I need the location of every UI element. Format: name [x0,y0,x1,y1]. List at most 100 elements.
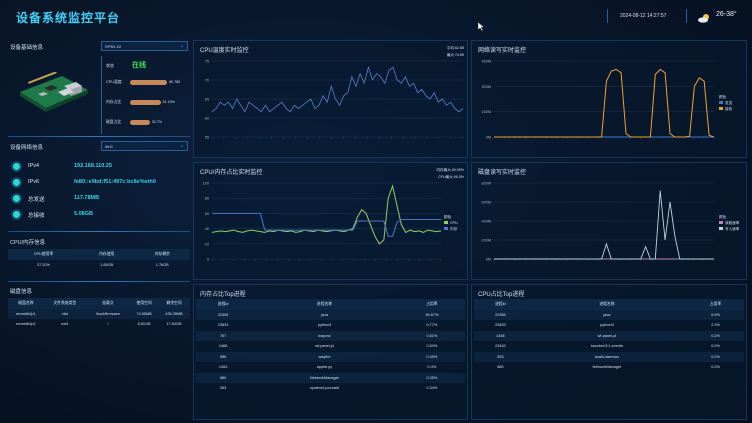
column-header: 占用率 [398,299,465,310]
series-line [212,212,441,237]
table-cell: 1453 [218,365,228,370]
table-cell: 0.35% [398,372,465,383]
legend-title: 颜色 [719,214,727,219]
table-cell: 680 [196,372,251,383]
network-interface-select[interactable]: eth0 ⌄ [101,141,188,151]
panel-title: 网络读写实时监控 [478,48,527,54]
network-value: 117.78MB [74,195,100,201]
table-cell: java [526,309,688,320]
table-cell: 0.61% [398,330,465,341]
y-tick-label: 80 [205,197,209,201]
table-cell: 553 [474,351,527,362]
chart-legend: 内存最大:60.09% [436,167,464,172]
legend-swatch [719,227,723,230]
device-info-title: 设备基础信息 [10,45,44,51]
disk-info-title: 磁盘信息 [10,289,33,295]
panel-title: CPU占比Top进程 [478,292,525,298]
table-row: 553 avahi-daemon 0.2% [474,351,744,362]
panel-title: 内存占比Top进程 [200,292,246,298]
cpu-temp-panel: CPU温度实时监控 75 70 65 60 55 平均:62.88 最大:74.69 [193,40,468,158]
table-row: 23833 python3 0.77% [196,320,465,331]
device-bar-label: 内存占比 [106,100,122,104]
table-cell: 1468 [474,330,527,341]
table-cell: avahi-daemon [526,351,688,362]
table-cell: 22355 [196,309,251,320]
legend-item: 接收 [725,106,733,111]
cpu-top-table: 进程id 进程名称 占用率 22355 java 6.9% 23833 python3 2.3%… [474,299,744,373]
table-row: mmcblk0p1 vfat/boot/firmware 74.65MB 435.35… [8,308,190,319]
status-dot-icon [13,211,20,218]
network-value: fe80::e9bd:f51:497c:bc8e%eth0 [74,179,156,185]
divider [8,281,190,282]
table-cell: java [250,309,399,320]
network-label: 总接收 [28,213,45,219]
table-row: 263 systemd-journald 0.34% [196,383,465,394]
panel-title: CPU温度实时监控 [200,48,249,54]
device-select[interactable]: RPB4-02 ⌄ [101,41,188,51]
y-tick-label: 200M [482,239,492,243]
chart-legend: 平均:62.88 [447,45,464,50]
device-bar-label: 磁盘占比 [106,120,122,124]
table-cell: / [107,322,109,327]
legend-item: 内存 [450,226,458,231]
chevron-down-icon: ⌄ [179,43,184,49]
legend-swatch [719,101,723,104]
table-cell: 0.2% [687,330,744,341]
table-cell: python3 [317,323,332,328]
network-label: IPv4 [28,163,40,169]
table-row: 680 NetworkManager 0.2% [474,362,744,373]
y-tick-label: 60 [205,117,209,121]
column-header: CPU使用率 [8,249,79,260]
y-tick-label: 800M [482,182,492,186]
header-divider-2 [686,9,687,23]
table-cell: 956 [196,351,251,362]
device-select-value: RPB4-02 [105,44,122,49]
chart-legend: 最大:74.69 [447,52,464,57]
table-cell: NetworkManager [250,372,399,383]
table-cell: 17.84GB [166,322,182,327]
network-label: 总发送 [28,197,45,203]
table-cell: 23833 [217,323,229,328]
table-cell: 0.2% [711,365,720,370]
table-cell: 6.9% [687,309,744,320]
cpu-usage-value: 37.20% [37,262,50,267]
mem-free-value: 1.76GB [155,262,169,267]
device-usage-bar [130,79,168,85]
chevron-down-icon: ⌄ [179,143,184,149]
status-dot-icon [13,195,20,202]
table-cell: mmcblk0p1 [8,308,44,319]
table-row: 767 wayvnc 0.61% [196,330,465,341]
mem-top-panel: 内存占比Top进程 进程id 进程名称 占用率 22355 java 49.67% 2383… [193,284,468,420]
device-bar-value: 60.785 [169,80,181,84]
column-header: 磁盘名称 [8,298,44,309]
device-status-value: 在线 [132,62,146,69]
page-title: 设备系统监控平台 [16,11,121,25]
column-header: 占用率 [687,299,744,310]
table-cell: applet.py [316,365,333,370]
table-cell: 2.3% [711,323,720,328]
column-header: 挂载点 [85,298,131,309]
table-cell: 74.65MB [130,308,159,319]
table-row: 23833 python3 2.3% [474,320,744,331]
column-header: 使用空间 [130,298,159,309]
column-header: 进程名称 [250,299,399,310]
table-cell: wf-panel-pi [315,344,334,349]
network-info-title: 设备网络信息 [10,145,44,151]
y-tick-label: 400M [482,220,492,224]
header-divider [607,9,608,23]
table-cell: kworker/3:1-events [590,344,623,349]
legend-swatch [444,227,448,230]
y-tick-label: 0 [207,258,209,262]
legend-item: 发送 [725,100,733,105]
legend-swatch [719,221,723,224]
table-cell: wayvnc [250,330,399,341]
cpu-mem-table: CPU使用率 内存使用 内存剩余 37.20% 1.84GB 1.76GB [8,249,190,270]
status-dot-icon [13,179,20,186]
table-cell: 263 [219,386,227,391]
table-cell: /boot/firmware [85,308,131,319]
table-cell: vfat [43,308,86,319]
network-label: IPv6 [28,179,40,185]
chart-legend: CPU最大:96.5% [438,174,465,179]
cpu-top-panel: CPU占比Top进程 进程id 进程名称 占用率 22355 java 6.9% 23833… [471,284,747,420]
cpu-mem-panel: CPU/内存占比实时监控 100 80 60 40 20 0 内存最大:60.09% CPU最… [193,162,468,280]
